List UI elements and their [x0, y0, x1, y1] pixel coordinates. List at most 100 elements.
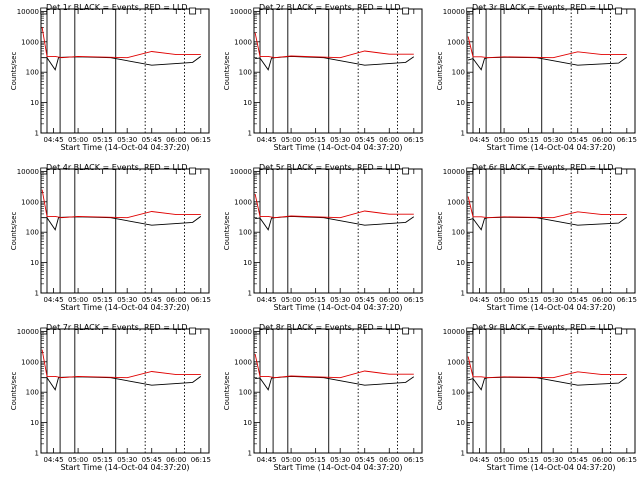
y-tick-label: 10 — [30, 419, 39, 427]
plot-frame — [40, 8, 210, 134]
y-tick-label: 1 — [35, 130, 39, 138]
y-tick-label: 10000 — [443, 8, 465, 16]
x-tick-label: 06:00 — [592, 296, 612, 304]
interval-marker — [402, 167, 410, 175]
detector-panel: Det 6r BLACK = Events, RED = LLD 1 10 100 10… — [436, 163, 637, 312]
plot-frame — [466, 168, 636, 294]
detector-panel: Det 4r BLACK = Events, RED = LLD 1 10 100 10… — [10, 163, 211, 312]
lld-series-line — [254, 32, 414, 59]
x-axis-label: Start Time (14-Oct-04 04:37:20) — [273, 463, 402, 472]
y-tick-label: 1000 — [234, 358, 252, 366]
x-tick-label: 05:15 — [93, 136, 113, 144]
x-tick-label: 04:45 — [469, 136, 489, 144]
x-tick-label: 05:15 — [519, 296, 539, 304]
interval-marker — [466, 327, 474, 335]
y-tick-label: 1000 — [447, 358, 465, 366]
lld-series-line — [467, 36, 627, 59]
x-tick-label: 05:30 — [117, 136, 137, 144]
x-tick-label: 06:00 — [166, 136, 186, 144]
events-series-line — [255, 215, 415, 231]
x-tick-label: 06:00 — [166, 456, 186, 464]
x-tick-label: 05:15 — [519, 136, 539, 144]
interval-marker — [615, 327, 623, 335]
x-tick-label: 05:45 — [142, 136, 162, 144]
x-tick-label: 05:00 — [68, 296, 88, 304]
y-tick-label: 100 — [452, 389, 465, 397]
detector-panel: Det 9r BLACK = Events, RED = LLD 1 10 100 10… — [436, 323, 637, 472]
interval-marker — [189, 327, 197, 335]
detector-panel: Det 1r BLACK = Events, RED = LLD 1 10 100 10… — [10, 3, 211, 152]
plot-frame — [466, 328, 636, 454]
y-tick-label: 1 — [248, 450, 252, 458]
x-tick-label: 06:15 — [404, 136, 424, 144]
lld-series-line — [41, 189, 201, 219]
x-tick-label: 05:00 — [68, 136, 88, 144]
x-tick-label: 06:15 — [617, 136, 637, 144]
lld-series-line — [467, 196, 627, 219]
y-tick-label: 100 — [239, 69, 252, 77]
y-tick-label: 10 — [456, 99, 465, 107]
lld-series-line — [467, 356, 627, 379]
y-tick-label: 1000 — [21, 358, 39, 366]
y-tick-label: 1000 — [234, 38, 252, 46]
events-series-line — [467, 376, 628, 391]
y-tick-label: 1 — [35, 450, 39, 458]
x-tick-label: 05:15 — [306, 296, 326, 304]
interval-marker — [615, 7, 623, 15]
y-tick-label: 1000 — [447, 38, 465, 46]
y-axis-label: Counts/sec — [223, 372, 231, 411]
x-axis-label: Start Time (14-Oct-04 04:37:20) — [60, 143, 189, 152]
x-tick-label: 05:30 — [330, 136, 350, 144]
interval-marker — [253, 167, 261, 175]
y-tick-label: 10000 — [443, 328, 465, 336]
x-tick-label: 06:00 — [592, 456, 612, 464]
x-tick-label: 04:45 — [43, 456, 63, 464]
x-tick-label: 05:45 — [355, 136, 375, 144]
x-tick-label: 04:45 — [43, 136, 63, 144]
x-tick-label: 05:00 — [281, 296, 301, 304]
y-tick-label: 10 — [456, 259, 465, 267]
x-tick-label: 06:15 — [191, 296, 211, 304]
x-axis-label: Start Time (14-Oct-04 04:37:20) — [60, 463, 189, 472]
x-tick-label: 04:45 — [43, 296, 63, 304]
panel-title: Det 3r BLACK = Events, RED = LLD — [472, 3, 614, 12]
x-tick-label: 06:15 — [404, 456, 424, 464]
y-tick-label: 10000 — [230, 8, 252, 16]
y-axis-label: Counts/sec — [223, 212, 231, 251]
x-tick-label: 05:45 — [568, 296, 588, 304]
x-axis-label: Start Time (14-Oct-04 04:37:20) — [486, 143, 615, 152]
x-tick-label: 06:15 — [617, 296, 637, 304]
x-tick-label: 05:00 — [494, 456, 514, 464]
x-tick-label: 05:45 — [355, 296, 375, 304]
interval-marker — [40, 7, 48, 15]
plot-frame — [253, 8, 423, 134]
y-tick-label: 1000 — [447, 198, 465, 206]
y-tick-label: 10 — [30, 259, 39, 267]
panel-title: Det 1r BLACK = Events, RED = LLD — [46, 3, 188, 12]
y-tick-label: 1 — [461, 450, 465, 458]
x-tick-label: 06:00 — [379, 456, 399, 464]
detector-panel: Det 7r BLACK = Events, RED = LLD 1 10 100 10… — [10, 323, 211, 472]
detector-panel: Det 5r BLACK = Events, RED = LLD 1 10 100 10… — [223, 163, 424, 312]
y-tick-label: 10000 — [230, 328, 252, 336]
y-axis-label: Counts/sec — [223, 52, 231, 91]
x-tick-label: 05:00 — [494, 296, 514, 304]
x-tick-label: 05:15 — [93, 296, 113, 304]
events-series-line — [255, 375, 415, 391]
x-tick-label: 06:15 — [404, 296, 424, 304]
x-tick-label: 04:45 — [469, 456, 489, 464]
panel-title: Det 6r BLACK = Events, RED = LLD — [472, 163, 614, 172]
x-tick-label: 05:30 — [543, 456, 563, 464]
x-tick-label: 06:00 — [379, 136, 399, 144]
x-tick-label: 06:15 — [191, 136, 211, 144]
interval-marker — [466, 7, 474, 15]
plot-frame — [40, 168, 210, 294]
x-tick-label: 05:15 — [306, 456, 326, 464]
x-tick-label: 05:30 — [330, 456, 350, 464]
interval-marker — [402, 7, 410, 15]
x-tick-label: 05:30 — [330, 296, 350, 304]
y-axis-label: Counts/sec — [436, 212, 444, 251]
events-series-line — [467, 216, 628, 231]
lld-series-line — [41, 349, 201, 379]
